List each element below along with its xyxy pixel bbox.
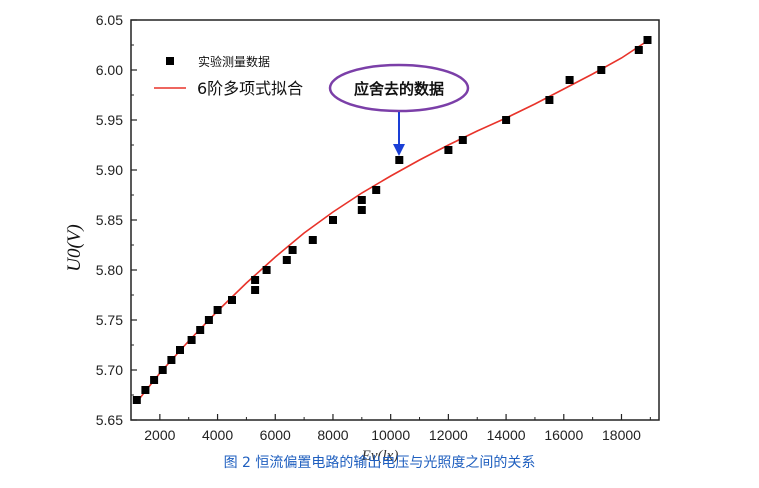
data-point [357, 206, 366, 214]
x-tick-label: 16000 [544, 427, 583, 443]
data-point [204, 316, 213, 324]
data-point [458, 136, 467, 144]
data-point [444, 146, 453, 154]
y-tick-label: 5.75 [96, 312, 123, 328]
x-tick-label: 10000 [371, 427, 410, 443]
legend: 实验测量数据 6阶多项式拟合 [154, 54, 303, 98]
data-point [196, 326, 205, 334]
data-point [150, 376, 159, 384]
data-point [132, 396, 141, 404]
x-tick-label: 14000 [487, 427, 526, 443]
data-point [634, 46, 643, 54]
data-point [288, 246, 297, 254]
y-tick-label: 5.70 [96, 362, 123, 378]
annotation-ellipse [328, 63, 470, 113]
data-point [251, 286, 260, 294]
data-point [502, 116, 511, 124]
data-point [213, 306, 222, 314]
legend-label-fit: 6阶多项式拟合 [197, 79, 303, 98]
data-point [158, 366, 167, 374]
data-point [395, 156, 404, 164]
x-tick-label: 4000 [202, 427, 233, 443]
y-tick-label: 5.80 [96, 262, 123, 278]
x-axis-label: Ev(lx) [361, 448, 399, 464]
x-tick-label: 12000 [429, 427, 468, 443]
legend-label-measured: 实验测量数据 [198, 54, 270, 69]
data-point [357, 196, 366, 204]
x-tick-label: 18000 [602, 427, 641, 443]
data-point [308, 236, 317, 244]
data-point [545, 96, 554, 104]
data-point [329, 216, 337, 224]
data-point [372, 186, 381, 194]
y-axis-label: U0(V) [64, 224, 85, 271]
data-point [176, 346, 184, 354]
data-point [141, 386, 150, 394]
data-point [643, 36, 652, 44]
data-point [187, 336, 196, 344]
data-point [282, 256, 291, 264]
data-point [262, 266, 271, 274]
x-tick-label: 2000 [144, 427, 175, 443]
data-point [597, 66, 606, 74]
y-tick-label: 5.85 [96, 212, 123, 228]
figure-caption: 图 2 恒流偏置电路的输出电压与光照度之间的关系 [223, 455, 536, 471]
data-point [167, 356, 176, 364]
x-tick-label: 8000 [317, 427, 348, 443]
annotation-arrow-head [393, 144, 405, 156]
y-tick-label: 5.65 [96, 412, 123, 428]
y-tick-label: 5.95 [96, 112, 123, 128]
data-point [228, 296, 236, 304]
y-tick-label: 5.90 [96, 162, 123, 178]
data-point [251, 276, 260, 284]
data-point [565, 76, 574, 84]
legend-marker-square [166, 57, 174, 65]
x-tick-label: 6000 [260, 427, 291, 443]
annotation-text: 应舍去的数据 [354, 80, 444, 98]
annotation: 应舍去的数据 [328, 63, 470, 156]
y-tick-label: 6.00 [96, 62, 123, 78]
y-tick-label: 6.05 [96, 12, 123, 28]
